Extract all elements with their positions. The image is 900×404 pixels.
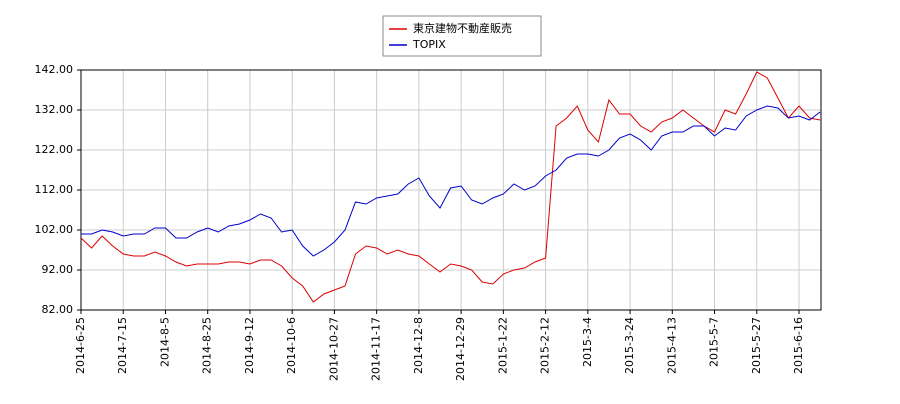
y-tick-label: 122.00	[35, 143, 74, 156]
y-tick-label: 92.00	[42, 263, 74, 276]
x-tick-label: 2014-8-25	[201, 317, 214, 374]
x-tick-label: 2014-8-5	[158, 317, 171, 367]
x-tick-label: 2014-7-15	[116, 317, 129, 374]
x-tick-label: 2014-11-17	[370, 317, 383, 381]
x-tick-label: 2014-10-27	[327, 317, 340, 381]
legend-label: 東京建物不動産販売	[413, 21, 512, 35]
series-line	[80, 71, 821, 303]
legend-label: TOPIX	[412, 38, 446, 51]
x-tick-label: 2014-10-6	[285, 317, 298, 374]
y-tick-label: 132.00	[35, 103, 74, 116]
x-tick-label: 2015-1-22	[496, 317, 509, 374]
x-tick-label: 2014-6-25	[74, 317, 87, 374]
x-tick-label: 2015-5-27	[750, 317, 763, 374]
y-tick-label: 142.00	[35, 63, 74, 76]
x-tick-label: 2015-5-7	[708, 317, 721, 367]
y-tick-label: 82.00	[42, 303, 74, 316]
y-tick-label: 102.00	[35, 223, 74, 236]
x-tick-label: 2014-12-8	[412, 317, 425, 374]
x-tick-label: 2015-4-13	[665, 317, 678, 374]
legend-box	[382, 15, 542, 57]
x-tick-label: 2015-3-24	[623, 317, 636, 374]
x-tick-label: 2015-3-4	[581, 317, 594, 367]
y-tick-label: 112.00	[35, 183, 74, 196]
series-line	[81, 105, 821, 257]
plot-border	[80, 69, 822, 311]
x-tick-label: 2014-9-12	[243, 317, 256, 374]
x-tick-label: 2014-12-29	[454, 317, 467, 381]
x-tick-label: 2015-2-12	[539, 317, 552, 374]
x-tick-label: 2015-6-16	[792, 317, 805, 374]
